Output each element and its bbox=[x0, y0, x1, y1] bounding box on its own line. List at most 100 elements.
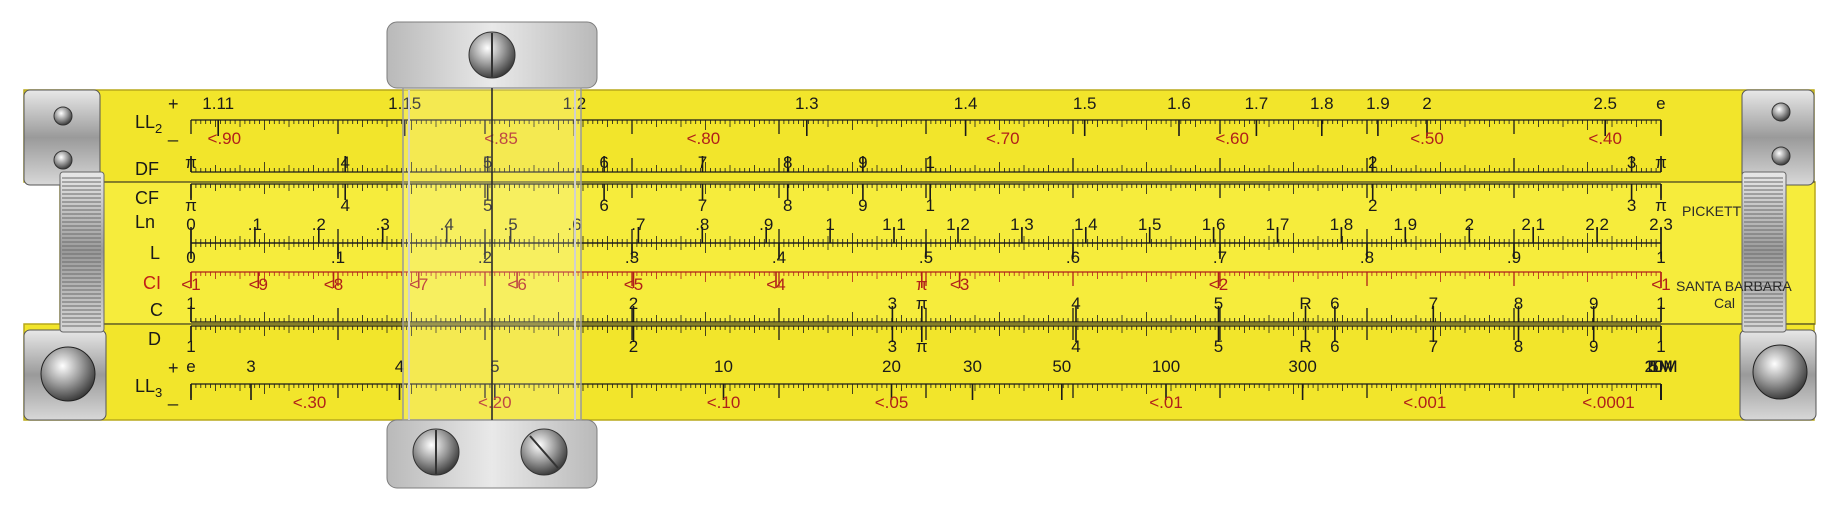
label-LL3-3: 5 bbox=[490, 357, 499, 376]
left-screw bbox=[40, 346, 96, 402]
label-Ln-15: 1.5 bbox=[1138, 215, 1162, 234]
label-LL3-0: e bbox=[186, 357, 195, 376]
label-LL2-6: 1.6 bbox=[1167, 94, 1191, 113]
scale-name-CI: CI bbox=[143, 273, 161, 293]
LL3-plus-sign: + bbox=[168, 358, 179, 378]
label-CF-8: 2 bbox=[1368, 196, 1377, 215]
label-Ln-22: 2.2 bbox=[1585, 215, 1609, 234]
red-label-LL3-0: <.30 bbox=[293, 393, 327, 412]
slide[interactable] bbox=[59, 181, 1816, 325]
label-D-11: 1 bbox=[1656, 337, 1665, 356]
left-rivet-1 bbox=[53, 106, 73, 126]
left-end-bracket bbox=[23, 89, 107, 421]
label-LL2-11: 2.5 bbox=[1593, 94, 1617, 113]
label-CF-2: 5 bbox=[483, 196, 492, 215]
label-CF-7: 1 bbox=[925, 196, 934, 215]
label-Ln-3: .3 bbox=[376, 215, 390, 234]
label-LL2-9: 1.9 bbox=[1366, 94, 1390, 113]
label-LL3-2: 4 bbox=[395, 357, 404, 376]
label-D-2: 3 bbox=[888, 337, 897, 356]
LL2-minus-sign: _ bbox=[167, 122, 179, 143]
red-label-LL3-2: <.10 bbox=[707, 393, 741, 412]
brand-name: PICKETT bbox=[1682, 203, 1742, 219]
scale-ticks-D bbox=[190, 325, 1662, 340]
label-Ln-10: 1 bbox=[825, 215, 834, 234]
brand-location: SANTA BARBARA bbox=[1676, 278, 1792, 294]
label-LL3-1: 3 bbox=[246, 357, 255, 376]
label-Ln-9: .9 bbox=[759, 215, 773, 234]
label-Ln-17: 1.7 bbox=[1266, 215, 1290, 234]
label-CF-9: 3 bbox=[1627, 196, 1636, 215]
red-label-LL2-5: <.50 bbox=[1410, 129, 1444, 148]
label-C-4: 4 bbox=[1071, 294, 1080, 313]
label-LL3-6: 30 bbox=[963, 357, 982, 376]
label-Ln-16: 1.6 bbox=[1202, 215, 1226, 234]
label-C-0: 1 bbox=[186, 294, 195, 313]
label-Ln-20: 2 bbox=[1465, 215, 1474, 234]
scale-name-D: D bbox=[148, 329, 161, 349]
label-C-11: 1 bbox=[1656, 294, 1665, 313]
label-C-10: 9 bbox=[1589, 294, 1598, 313]
label-CF-10: π bbox=[1655, 196, 1667, 215]
label-D-3: π bbox=[916, 337, 928, 356]
red-label-LL3-1: <.20 bbox=[478, 393, 512, 412]
label-LL2-1: 1.15 bbox=[388, 94, 421, 113]
label-C-8: 7 bbox=[1429, 294, 1438, 313]
scale-name-CF: CF bbox=[135, 188, 159, 208]
red-label-LL2-3: <.70 bbox=[986, 129, 1020, 148]
scale-name-DF: DF bbox=[135, 159, 159, 179]
red-label-LL2-2: <.80 bbox=[687, 129, 721, 148]
label-C-9: 8 bbox=[1514, 294, 1523, 313]
label-C-6: R bbox=[1299, 294, 1311, 313]
label-Ln-11: 1.1 bbox=[882, 215, 906, 234]
left-slide-grip[interactable] bbox=[59, 171, 105, 333]
label-Ln-21: 2.1 bbox=[1521, 215, 1545, 234]
label-Ln-2: .2 bbox=[312, 215, 326, 234]
label-LL3-9: 300 bbox=[1288, 357, 1316, 376]
label-D-6: R bbox=[1299, 337, 1311, 356]
scale-name-L: L bbox=[150, 243, 160, 263]
label-D-4: 4 bbox=[1071, 337, 1080, 356]
label-LL3-13: 20M bbox=[1644, 357, 1677, 376]
label-CF-5: 8 bbox=[783, 196, 792, 215]
LL2-plus-sign: + bbox=[168, 94, 179, 114]
label-Ln-7: .7 bbox=[631, 215, 645, 234]
label-LL2-5: 1.5 bbox=[1073, 94, 1097, 113]
label-LL2-12: e bbox=[1656, 94, 1665, 113]
label-Ln-4: .4 bbox=[440, 215, 454, 234]
scale-name-Ln: Ln bbox=[135, 212, 155, 232]
lower-stator bbox=[23, 323, 1815, 421]
label-LL3-7: 50 bbox=[1052, 357, 1071, 376]
label-C-1: 2 bbox=[629, 294, 638, 313]
right-rivet-1 bbox=[1771, 102, 1791, 122]
label-Ln-18: 1.8 bbox=[1330, 215, 1354, 234]
scale-ticks-CF bbox=[190, 183, 1662, 198]
label-Ln-14: 1.4 bbox=[1074, 215, 1098, 234]
label-LL2-3: 1.3 bbox=[795, 94, 819, 113]
red-label-LL3-4: <.01 bbox=[1149, 393, 1183, 412]
red-label-LL3-5: <.001 bbox=[1403, 393, 1446, 412]
red-label-LL3-3: <.05 bbox=[875, 393, 909, 412]
label-C-5: 5 bbox=[1214, 294, 1223, 313]
scale-ticks-CI bbox=[190, 271, 1662, 286]
label-CF-0: π bbox=[185, 196, 197, 215]
label-Ln-1: .1 bbox=[248, 215, 262, 234]
label-D-1: 2 bbox=[629, 337, 638, 356]
scale-name-C: C bbox=[150, 300, 163, 320]
label-Ln-8: .8 bbox=[695, 215, 709, 234]
label-D-10: 9 bbox=[1589, 337, 1598, 356]
red-label-LL2-6: <.40 bbox=[1588, 129, 1622, 148]
right-slide-grip[interactable] bbox=[1741, 171, 1787, 333]
label-LL3-8: 100 bbox=[1152, 357, 1180, 376]
label-C-2: 3 bbox=[888, 294, 897, 313]
right-screw bbox=[1752, 344, 1808, 400]
label-LL3-10: 1M bbox=[1649, 357, 1673, 376]
scale-name-LL3: LL3 bbox=[135, 376, 162, 400]
red-label-LL3-6: <.0001 bbox=[1582, 393, 1634, 412]
label-LL3-12: 10M bbox=[1644, 357, 1677, 376]
brand-location-tail: Cal bbox=[1714, 295, 1735, 311]
label-Ln-0: 0 bbox=[186, 215, 195, 234]
left-rivet-2 bbox=[53, 150, 73, 170]
label-LL3-4: 10 bbox=[714, 357, 733, 376]
